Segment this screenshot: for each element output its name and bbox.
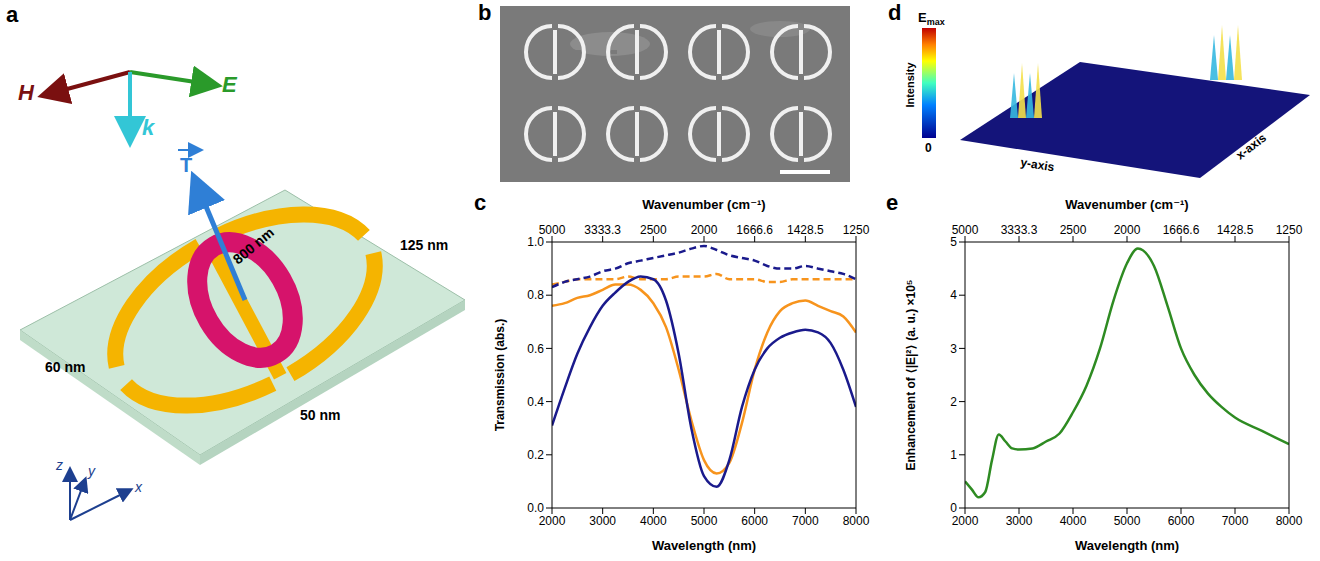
svg-text:Wavenumber (cm⁻¹): Wavenumber (cm⁻¹) bbox=[642, 197, 765, 212]
svg-text:8000: 8000 bbox=[843, 514, 870, 528]
svg-text:0: 0 bbox=[925, 141, 932, 155]
svg-text:5: 5 bbox=[950, 235, 957, 249]
svg-text:3333.3: 3333.3 bbox=[584, 223, 621, 237]
svg-text:Wavelength (nm): Wavelength (nm) bbox=[652, 538, 756, 553]
svg-text:50 nm: 50 nm bbox=[300, 407, 340, 423]
svg-text:4: 4 bbox=[950, 288, 957, 302]
svg-text:y-axis: y-axis bbox=[1020, 155, 1056, 174]
html-text:c: c bbox=[474, 190, 487, 215]
svg-text:k: k bbox=[142, 115, 156, 140]
svg-text:1.0: 1.0 bbox=[527, 235, 544, 249]
svg-text:7000: 7000 bbox=[1222, 514, 1249, 528]
svg-text:y: y bbox=[87, 463, 96, 479]
html-text:a: a bbox=[6, 2, 19, 27]
svg-text:7000: 7000 bbox=[792, 514, 819, 528]
svg-text:3000: 3000 bbox=[589, 514, 616, 528]
svg-text:0.0: 0.0 bbox=[527, 501, 544, 515]
svg-text:3333.3: 3333.3 bbox=[1001, 223, 1038, 237]
svg-text:x-axis: x-axis bbox=[1233, 131, 1269, 163]
svg-text:125 nm: 125 nm bbox=[400, 237, 448, 253]
svg-text:0.4: 0.4 bbox=[527, 395, 544, 409]
svg-text:800 nm: 800 nm bbox=[230, 224, 277, 267]
svg-text:4000: 4000 bbox=[640, 514, 667, 528]
svg-text:T: T bbox=[180, 154, 192, 176]
html-text:e: e bbox=[886, 190, 899, 215]
svg-text:5000: 5000 bbox=[1114, 514, 1141, 528]
svg-text:5000: 5000 bbox=[951, 223, 979, 237]
svg-text:Emax: Emax bbox=[918, 10, 945, 27]
svg-text:2500: 2500 bbox=[1060, 223, 1087, 237]
svg-text:2000: 2000 bbox=[952, 514, 979, 528]
svg-text:Wavenumber (cm⁻¹): Wavenumber (cm⁻¹) bbox=[1065, 197, 1188, 212]
svg-text:6000: 6000 bbox=[1168, 514, 1195, 528]
svg-text:Wavelength (nm): Wavelength (nm) bbox=[1075, 538, 1179, 553]
svg-text:2500: 2500 bbox=[640, 223, 667, 237]
html-text:d: d bbox=[888, 0, 902, 25]
svg-text:1666.6: 1666.6 bbox=[736, 223, 773, 237]
svg-text:1250: 1250 bbox=[843, 223, 870, 237]
svg-text:Transmission (abs.): Transmission (abs.) bbox=[493, 319, 507, 432]
svg-text:1428.5: 1428.5 bbox=[1217, 223, 1254, 237]
svg-text:H: H bbox=[18, 80, 35, 105]
svg-text:1428.5: 1428.5 bbox=[787, 223, 824, 237]
svg-text:0.8: 0.8 bbox=[527, 288, 544, 302]
svg-text:Intensity: Intensity bbox=[904, 62, 916, 108]
svg-text:3000: 3000 bbox=[1006, 514, 1033, 528]
svg-text:60 nm: 60 nm bbox=[45, 359, 85, 375]
svg-text:6000: 6000 bbox=[741, 514, 768, 528]
svg-text:2: 2 bbox=[950, 395, 957, 409]
svg-text:1666.6: 1666.6 bbox=[1163, 223, 1200, 237]
svg-text:8000: 8000 bbox=[1276, 514, 1303, 528]
svg-text:0.6: 0.6 bbox=[527, 342, 544, 356]
html-text:b: b bbox=[478, 0, 492, 25]
svg-text:z: z bbox=[55, 457, 63, 473]
svg-text:x: x bbox=[134, 479, 143, 495]
svg-text:4000: 4000 bbox=[1060, 514, 1087, 528]
svg-text:5000: 5000 bbox=[691, 514, 718, 528]
svg-text:2000: 2000 bbox=[539, 514, 566, 528]
svg-text:3: 3 bbox=[950, 342, 957, 356]
svg-text:0: 0 bbox=[950, 501, 957, 515]
svg-text:2000: 2000 bbox=[1114, 223, 1141, 237]
svg-text:2000: 2000 bbox=[691, 223, 718, 237]
svg-text:E: E bbox=[222, 72, 238, 97]
svg-text:Enhancement of ⟨|E|²⟩ (a. u.): Enhancement of ⟨|E|²⟩ (a. u.) ×10⁵ bbox=[904, 279, 918, 470]
svg-text:1: 1 bbox=[950, 448, 957, 462]
svg-text:1250: 1250 bbox=[1276, 223, 1303, 237]
svg-text:5000: 5000 bbox=[538, 223, 566, 237]
svg-text:0.2: 0.2 bbox=[527, 448, 544, 462]
